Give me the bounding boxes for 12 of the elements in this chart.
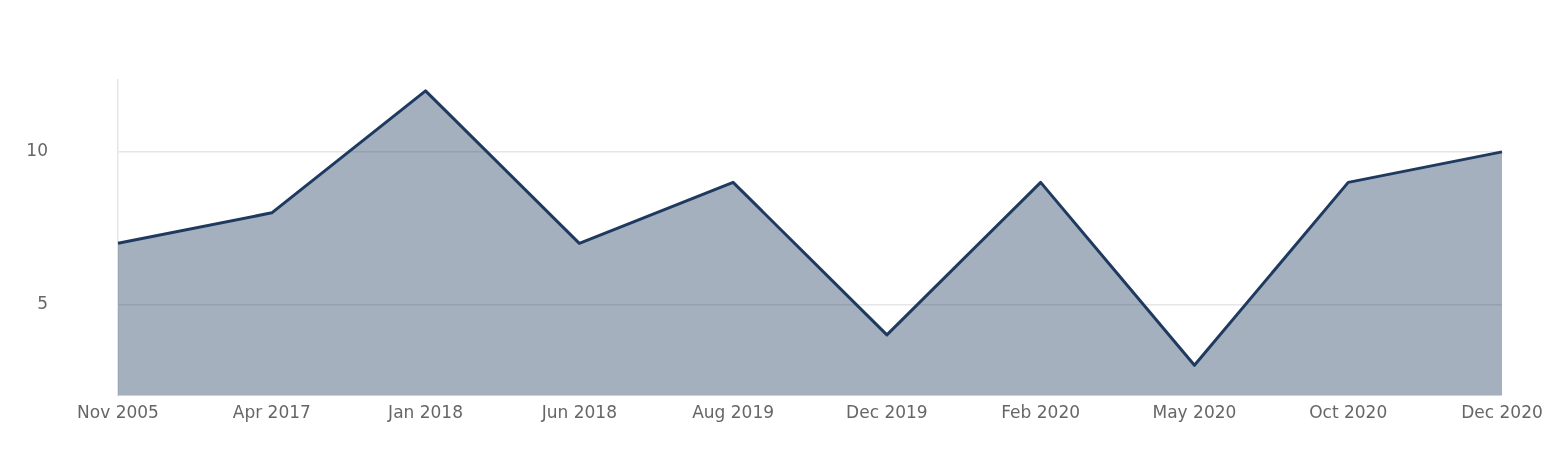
x-tick-label: Aug 2019 bbox=[692, 402, 775, 423]
x-tick-label: Dec 2019 bbox=[846, 402, 928, 423]
x-tick-label: Dec 2020 bbox=[1461, 402, 1543, 423]
y-tick-label: 5 bbox=[37, 292, 48, 313]
x-tick-label: Apr 2017 bbox=[232, 402, 311, 423]
x-tick-label: May 2020 bbox=[1152, 402, 1237, 423]
x-tick-label: Oct 2020 bbox=[1309, 402, 1388, 423]
x-tick-label: Feb 2020 bbox=[1001, 402, 1081, 423]
y-tick-label: 10 bbox=[26, 140, 48, 161]
x-tick-label: Nov 2005 bbox=[77, 402, 159, 423]
x-tick-label: Jan 2018 bbox=[387, 402, 463, 423]
x-tick-label: Jun 2018 bbox=[540, 402, 617, 423]
